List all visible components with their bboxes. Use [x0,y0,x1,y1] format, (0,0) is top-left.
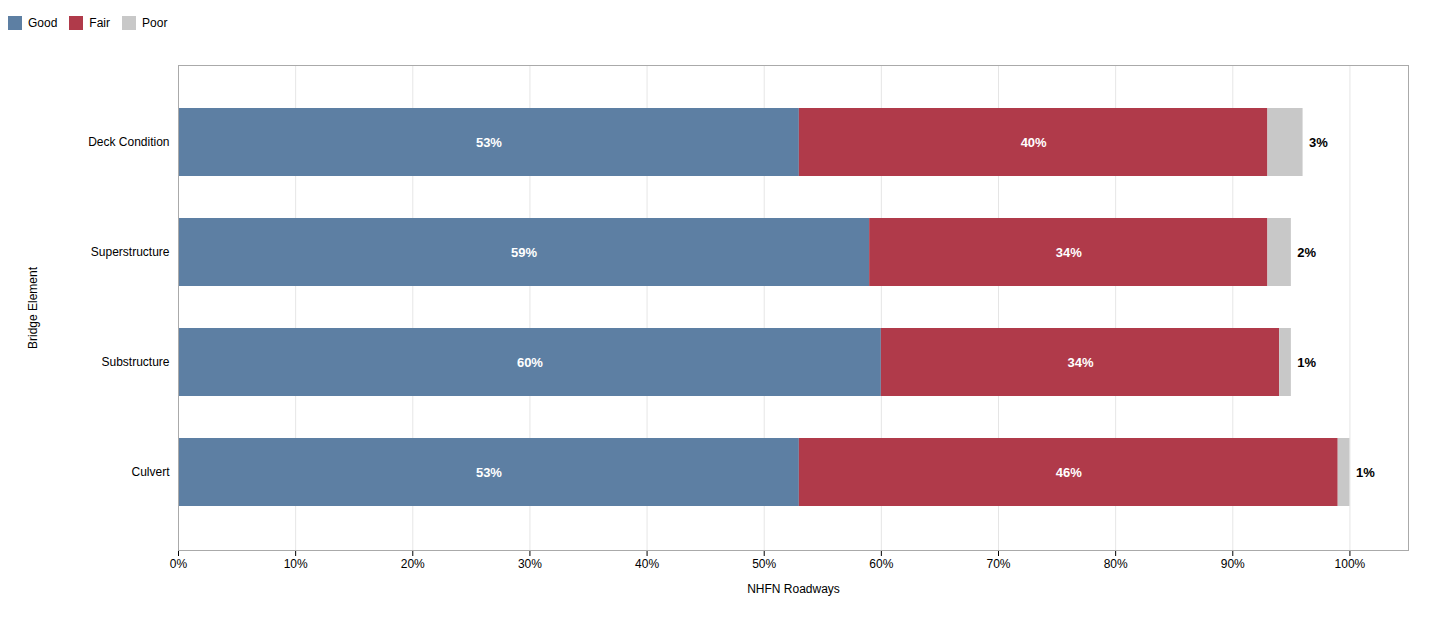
svg-text:34%: 34% [1056,245,1082,260]
svg-text:53%: 53% [476,135,502,150]
svg-text:34%: 34% [1067,355,1093,370]
svg-text:10%: 10% [284,557,308,571]
svg-text:30%: 30% [518,557,542,571]
svg-text:Culvert: Culvert [131,465,170,479]
svg-text:80%: 80% [1104,557,1128,571]
svg-text:NHFN Roadways: NHFN Roadways [747,582,840,596]
svg-text:100%: 100% [1335,557,1366,571]
svg-text:1%: 1% [1356,465,1375,480]
svg-text:0%: 0% [170,557,188,571]
svg-text:Superstructure: Superstructure [91,245,170,259]
svg-text:Substructure: Substructure [101,355,169,369]
svg-text:1%: 1% [1297,355,1316,370]
svg-text:40%: 40% [635,557,659,571]
svg-text:Deck Condition: Deck Condition [88,135,169,149]
svg-text:70%: 70% [986,557,1010,571]
svg-text:Bridge Element: Bridge Element [26,266,40,349]
svg-text:40%: 40% [1021,135,1047,150]
html-text:Good: Good [28,15,58,30]
html-text:Poor: Poor [142,15,168,30]
svg-text:50%: 50% [752,557,776,571]
svg-text:60%: 60% [869,557,893,571]
svg-text:59%: 59% [511,245,537,260]
svg-text:53%: 53% [476,465,502,480]
svg-text:20%: 20% [401,557,425,571]
svg-text:90%: 90% [1221,557,1245,571]
svg-text:2%: 2% [1297,245,1316,260]
svg-text:3%: 3% [1309,135,1328,150]
html-text:Fair: Fair [89,15,110,30]
svg-text:46%: 46% [1056,465,1082,480]
svg-text:60%: 60% [517,355,543,370]
